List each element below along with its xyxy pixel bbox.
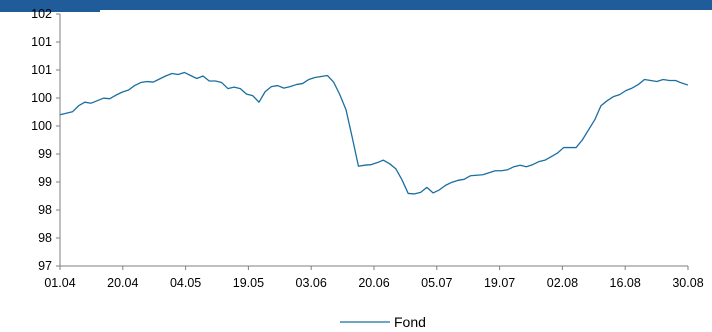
x-tick-label: 20.04	[107, 276, 138, 290]
y-tick-label: 100	[31, 91, 52, 105]
series-group	[59, 71, 689, 195]
series-line-fond	[59, 71, 689, 195]
y-tick-label: 99	[38, 175, 52, 189]
x-tick-label: 20.06	[358, 276, 389, 290]
header-bar	[0, 0, 712, 10]
y-tick-label: 100	[31, 119, 52, 133]
y-tick-label: 99	[38, 147, 52, 161]
x-tick-label: 16.08	[610, 276, 641, 290]
legend: Fond	[340, 314, 426, 330]
x-tick-label: 02.08	[547, 276, 578, 290]
x-tick-label: 04.05	[170, 276, 201, 290]
y-axis-ticks: 97 98 98 99 99 100 100 101 101 102	[31, 7, 60, 273]
x-tick-label: 05.07	[421, 276, 452, 290]
x-tick-label: 01.04	[44, 276, 75, 290]
x-tick-label: 19.05	[233, 276, 264, 290]
x-tick-label: 03.06	[296, 276, 327, 290]
y-tick-label: 102	[31, 7, 52, 21]
x-axis-ticks: 01.04 20.04 04.05 19.05 03.06 20.06 05.07 19.07…	[44, 266, 704, 290]
legend-label: Fond	[394, 314, 426, 330]
y-tick-label: 101	[31, 35, 52, 49]
y-tick-label: 97	[38, 259, 52, 273]
header-bar-stub	[0, 0, 100, 12]
y-tick-label: 98	[38, 203, 52, 217]
y-tick-label: 101	[31, 63, 52, 77]
axes	[59, 14, 688, 267]
x-tick-label: 30.08	[672, 276, 703, 290]
y-tick-label: 98	[38, 231, 52, 245]
x-tick-label: 19.07	[484, 276, 515, 290]
